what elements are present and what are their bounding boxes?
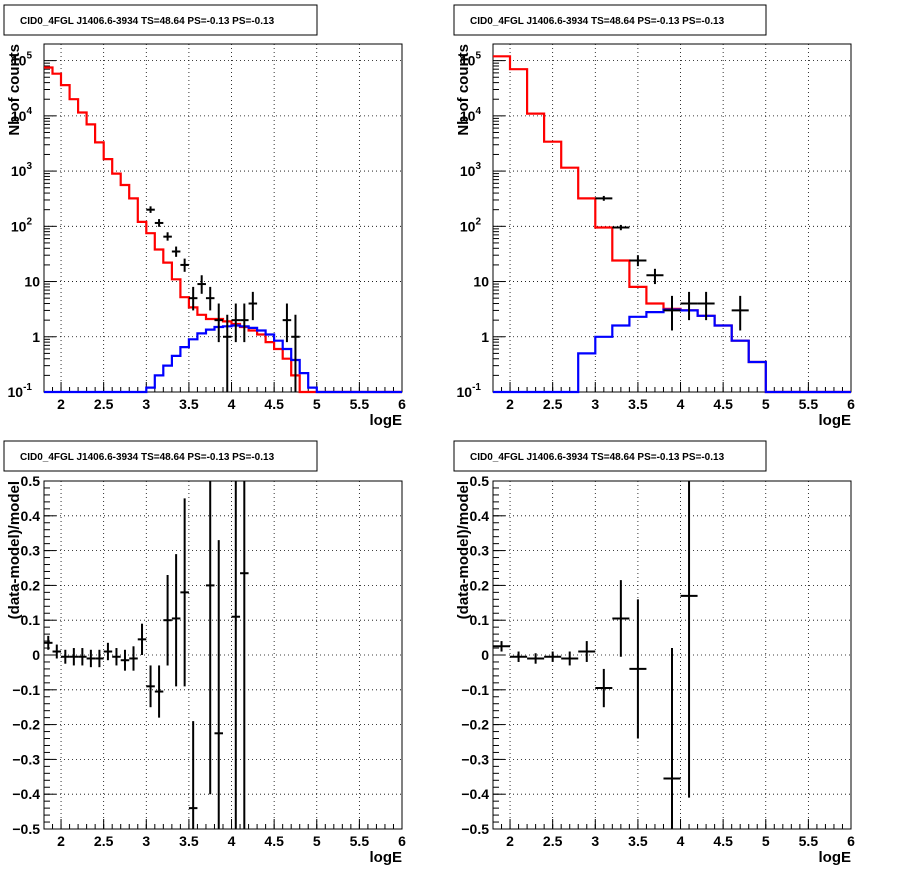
chart-title: CID0_4FGL J1406.6-3934 TS=48.64 PS=-0.13… [470,16,725,27]
x-tick-label: 5.5 [350,396,370,412]
x-tick-label: 5.5 [799,396,819,412]
x-tick-label: 6 [847,396,855,412]
y-tick-label: −0.5 [12,821,40,837]
x-axis-label: logE [819,412,852,429]
chart-title: CID0_4FGL J1406.6-3934 TS=48.64 PS=-0.13… [20,16,275,27]
y-tick-label: −0.2 [12,717,40,733]
title-box [3,4,318,36]
chart-panel-bottom-right: 2 2.5 3 3.5 4 4.5 5 5.5 6 −0.5 −0.4 −0.3 −0.2 −0.1 0 0.… [453,440,855,866]
y-tick-label: 0.2 [21,577,41,593]
title-box [3,440,318,472]
x-tick-label: 4 [228,833,236,849]
x-tick-label: 5.5 [350,833,370,849]
x-axis-label: logE [370,412,403,429]
y-tick-label: 10 [24,274,40,290]
y-tick-label: 0.1 [470,612,490,628]
y-tick-label: 1 [32,329,40,345]
y-tick-label: −0.4 [12,786,40,802]
plot-frame [43,480,403,830]
y-tick-label: 0.3 [21,543,41,559]
x-tick-label: 6 [398,833,406,849]
x-tick-label: 4 [677,833,685,849]
title-box [453,440,767,472]
y-tick-label: 0.2 [470,577,490,593]
x-tick-label: 6 [398,396,406,412]
y-tick-label: −0.2 [461,717,489,733]
y-tick-label: 0 [32,647,40,663]
x-tick-label: 4.5 [264,396,284,412]
chart-title: CID0_4FGL J1406.6-3934 TS=48.64 PS=-0.13… [470,452,725,463]
x-tick-label: 4 [677,396,685,412]
x-tick-label: 4.5 [264,833,284,849]
x-tick-label: 2.5 [94,396,114,412]
x-tick-label: 2 [506,396,514,412]
x-tick-label: 3 [142,396,150,412]
y-tick-label: 10 [473,274,489,290]
x-tick-label: 2.5 [543,833,563,849]
x-tick-label: 4.5 [713,833,733,849]
chart-panel-top-right: 2 2.5 3 3.5 4 4.5 5 5.5 610-1110102103104105CID0… [453,4,855,429]
y-tick-label: −0.1 [461,682,489,698]
y-tick-label: −0.5 [461,821,489,837]
y-tick-label: 0.5 [21,473,41,489]
x-tick-label: 2 [57,396,65,412]
x-tick-label: 3.5 [179,396,199,412]
x-tick-label: 3.5 [179,833,199,849]
y-axis-label: Nb of counts [455,44,472,136]
x-tick-label: 2 [57,833,65,849]
y-tick-label: 0.3 [470,543,490,559]
y-tick-label: −0.3 [12,751,40,767]
x-tick-label: 5.5 [799,833,819,849]
y-tick-label: −0.4 [461,786,489,802]
y-tick-label: 1 [481,329,489,345]
x-tick-label: 6 [847,833,855,849]
x-tick-label: 3 [591,396,599,412]
y-axis-label: Nb of counts [6,44,23,136]
x-tick-label: 4.5 [713,396,733,412]
x-axis-label: logE [370,849,403,866]
x-tick-label: 5 [313,833,321,849]
model-step-histogram [44,66,402,394]
x-tick-label: 5 [762,833,770,849]
y-tick-label: −0.1 [12,682,40,698]
y-tick-label: −0.3 [461,751,489,767]
y-tick-label: 10-1 [457,382,482,400]
x-tick-label: 2.5 [94,833,114,849]
x-tick-label: 3.5 [628,833,648,849]
plot-frame [492,43,852,393]
y-tick-label: 0.1 [21,612,41,628]
y-tick-label: 103 [460,161,482,179]
chart-panel-bottom-left: 2 2.5 3 3.5 4 4.5 5 5.5 6 −0.5 −0.4 −0.3 −0.2 −0.1 0 0.… [3,440,406,866]
y-tick-label: 0.4 [21,508,41,524]
plot-frame [43,43,403,393]
y-tick-label: 10-1 [8,382,33,400]
x-tick-label: 2 [506,833,514,849]
title-box [453,4,767,36]
x-tick-label: 3 [591,833,599,849]
y-axis-label: (data-model)/model [6,481,23,619]
y-tick-label: 102 [11,216,33,234]
y-tick-label: 0 [481,647,489,663]
x-tick-label: 5 [762,396,770,412]
chart-panel-top-left: 2 2.5 3 3.5 4 4.5 5 5.5 610-1110102103104105CID0… [3,4,406,429]
y-tick-label: 0.4 [470,508,490,524]
x-tick-label: 3 [142,833,150,849]
x-axis-label: logE [819,849,852,866]
y-tick-label: 0.5 [470,473,490,489]
x-tick-label: 5 [313,396,321,412]
chart-title: CID0_4FGL J1406.6-3934 TS=48.64 PS=-0.13… [20,452,275,463]
y-tick-label: 102 [460,216,482,234]
x-tick-label: 2.5 [543,396,563,412]
x-tick-label: 3.5 [628,396,648,412]
x-tick-label: 4 [228,396,236,412]
y-axis-label: (data-model)/model [455,481,472,619]
y-tick-label: 103 [11,161,33,179]
